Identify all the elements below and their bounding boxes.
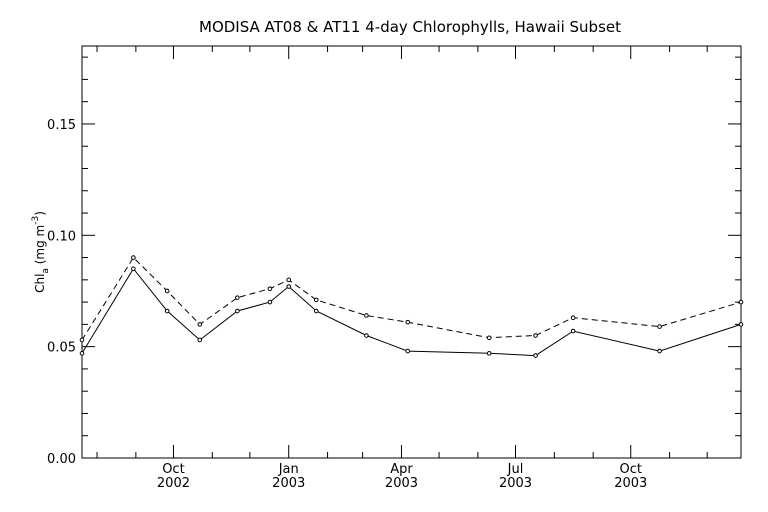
x-tick-month-label: Oct [162,462,184,477]
dashed-series-point [364,313,369,318]
y-tick-label: 0.05 [47,341,76,356]
dashed-series-point [286,277,292,283]
dashed-series-point [131,255,136,260]
dashed-series-point [235,295,240,300]
series-solid-line [81,267,742,357]
dashed-series-point [164,288,170,294]
solid-series-point [570,328,576,334]
dashed-series-point [657,324,662,329]
y-tick-label: 0.10 [47,229,76,244]
y-axis-label: Chla (mg m-3) [31,211,51,293]
x-tick-year-label: 2003 [385,476,418,491]
x-tick-year-label: 2003 [499,476,532,491]
solid-series-point [486,351,492,356]
solid-series-point [313,308,319,314]
chart-title: MODISA AT08 & AT11 4-day Chlorophylls, H… [199,18,621,36]
x-tick-month-label: Apr [390,462,413,477]
x-tick-month-label: Oct [620,462,642,477]
solid-series-point [657,348,662,354]
solid-series-point [197,337,203,343]
dashed-series-point [533,333,538,338]
dashed-series-point [267,286,273,292]
solid-series-point [164,308,170,314]
series-dashed-line [81,256,742,341]
solid-series-point [235,308,240,314]
dashed-series-point [197,322,203,327]
y-tick-label: 0.15 [47,118,76,133]
solid-series-point [738,322,744,327]
y-label-unit-open: (mg m [33,225,47,268]
y-label-base: Chl [33,274,47,293]
y-label-subscript: a [41,268,51,274]
solid-series-point [533,353,538,358]
x-tick-year-label: 2003 [614,476,647,491]
x-tick-month-label: Jul [507,462,524,477]
plot-frame [81,45,742,459]
x-tick-year-label: 2002 [157,476,190,491]
solid-series-point [131,266,136,272]
y-tick-label: 0.00 [47,452,76,467]
x-tick-month-label: Jan [278,462,299,477]
y-label-unit-close: ) [33,211,47,216]
solid-series-point [364,333,369,338]
dashed-series-point [570,315,576,320]
dashed-series-point [738,299,744,305]
x-tick-year-label: 2003 [272,476,305,491]
solid-series-point [405,348,411,354]
y-axis: 0.00 0.05 0.10 0.15 [47,56,741,467]
series-layer [79,255,744,358]
solid-series-point [286,284,292,289]
dashed-series-point [79,337,85,343]
dashed-series-point [486,335,492,341]
dashed-series-point [313,297,319,303]
solid-series-point [267,299,273,305]
solid-series-point [79,351,85,356]
dashed-series-point [405,319,411,325]
y-label-superscript: -3 [31,216,41,225]
